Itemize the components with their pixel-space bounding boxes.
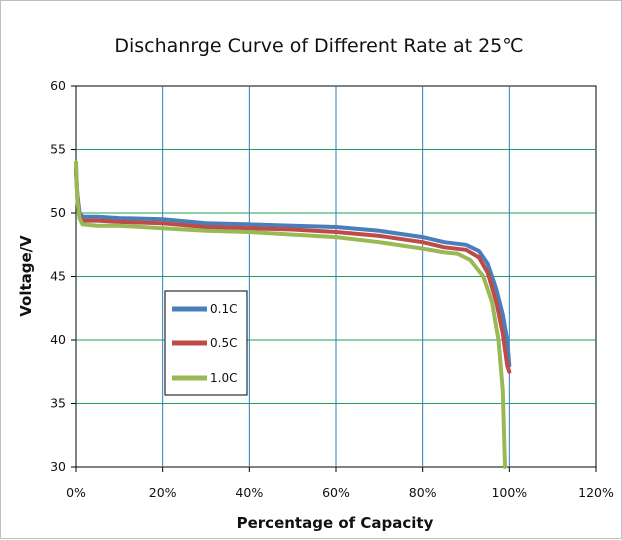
y-axis-ticks: 30 35 40 45 50 55 60 — [50, 78, 76, 474]
grid — [76, 86, 596, 467]
series-line-0-1c — [74, 170, 512, 368]
legend-label-1-0c: 1.0C — [210, 371, 237, 385]
series-layer — [74, 160, 512, 469]
y-tick-label: 40 — [50, 332, 66, 347]
legend-label-0-5c: 0.5C — [210, 336, 237, 350]
x-axis-title: Percentage of Capacity — [237, 514, 434, 532]
series-line-0-5c — [74, 166, 512, 374]
series-line-1-0c — [74, 160, 507, 469]
x-tick-label: 100% — [491, 485, 527, 500]
y-tick-label: 45 — [50, 269, 66, 284]
y-tick-label: 35 — [50, 396, 66, 411]
x-axis-ticks: 0% 20% 40% 60% 80% 100% 120% — [66, 467, 614, 500]
y-tick-label: 60 — [50, 78, 66, 93]
x-tick-label: 20% — [149, 485, 177, 500]
x-tick-label: 120% — [578, 485, 614, 500]
y-axis-title: Voltage/V — [17, 235, 35, 317]
legend-label-0-1c: 0.1C — [210, 302, 237, 316]
chart-title: Dischanrge Curve of Different Rate at 25… — [114, 35, 523, 57]
x-tick-label: 0% — [66, 485, 86, 500]
y-tick-label: 50 — [50, 205, 66, 220]
legend: 0.1C 0.5C 1.0C — [164, 290, 248, 396]
y-tick-label: 30 — [50, 459, 66, 474]
y-tick-label: 55 — [50, 142, 66, 157]
x-tick-label: 60% — [322, 485, 350, 500]
x-tick-label: 80% — [409, 485, 437, 500]
x-tick-label: 40% — [235, 485, 263, 500]
